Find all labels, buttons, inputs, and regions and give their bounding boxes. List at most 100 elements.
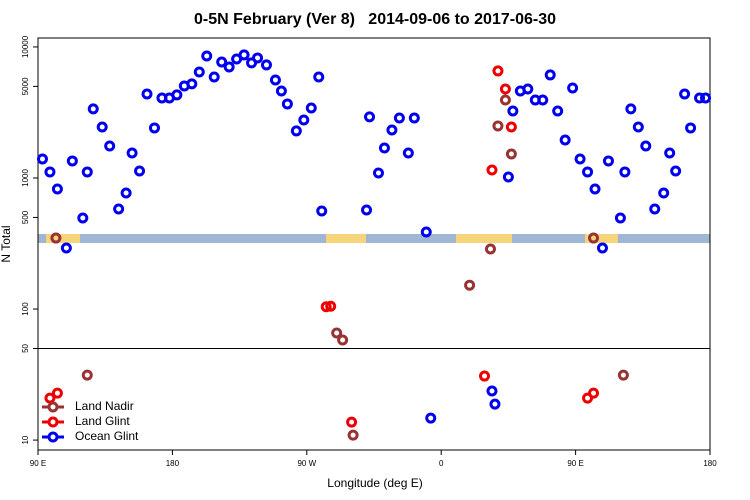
chart-title: 0-5N February (Ver 8) 2014-09-06 to 2017… — [194, 11, 556, 28]
x-tick-label: 180 — [703, 459, 717, 468]
y-tick-label: 10000 — [21, 35, 30, 58]
point — [81, 369, 93, 381]
point — [640, 140, 652, 152]
point — [505, 148, 517, 160]
point — [625, 103, 637, 115]
y-axis-label: N Total — [0, 225, 13, 262]
point — [420, 226, 432, 238]
point — [589, 183, 601, 195]
point — [596, 242, 608, 254]
point — [337, 334, 349, 346]
point — [486, 164, 498, 176]
point — [499, 83, 511, 95]
legend-marker — [47, 416, 59, 428]
point — [408, 112, 420, 124]
point — [87, 103, 99, 115]
point — [141, 88, 153, 100]
point — [694, 92, 706, 104]
point — [331, 327, 343, 339]
point — [51, 387, 63, 399]
point — [588, 387, 600, 399]
point — [679, 88, 691, 100]
point — [316, 205, 328, 217]
y-tick-label: 5000 — [21, 77, 30, 95]
y-tick-label: 100 — [21, 302, 30, 316]
point — [649, 203, 661, 215]
point — [559, 134, 571, 146]
point — [44, 392, 56, 404]
legend-marker — [47, 431, 59, 443]
point — [632, 121, 644, 133]
point — [544, 69, 556, 81]
point — [298, 114, 310, 126]
y-tick-label: 500 — [21, 210, 30, 224]
point — [492, 120, 504, 132]
point — [486, 385, 498, 397]
point — [51, 183, 63, 195]
point — [325, 300, 337, 312]
point — [582, 166, 594, 178]
point — [126, 147, 138, 159]
point — [658, 187, 670, 199]
x-axis-label: Longitude (deg E) — [327, 476, 422, 490]
point — [502, 171, 514, 183]
point — [505, 121, 517, 133]
point — [275, 85, 287, 97]
x-tick-label: 90 W — [297, 459, 316, 468]
point — [81, 166, 93, 178]
point — [104, 140, 116, 152]
x-tick-label: 180 — [166, 459, 180, 468]
point — [499, 94, 511, 106]
point — [238, 49, 250, 61]
x-tick-label: 0 — [439, 459, 444, 468]
point — [386, 124, 398, 136]
point — [670, 165, 682, 177]
point — [484, 243, 496, 255]
point — [77, 212, 89, 224]
point — [171, 89, 183, 101]
point — [664, 147, 676, 159]
point — [201, 50, 213, 62]
point — [614, 212, 626, 224]
point — [393, 112, 405, 124]
y-tick-label: 10 — [21, 435, 30, 444]
point — [216, 56, 228, 68]
point — [537, 94, 549, 106]
point — [522, 83, 534, 95]
point — [36, 153, 48, 165]
legend-label: Ocean Glint — [75, 429, 139, 443]
point — [364, 111, 376, 123]
point — [464, 279, 476, 291]
point — [50, 232, 62, 244]
point — [700, 92, 712, 104]
point — [552, 105, 564, 117]
point — [378, 142, 390, 154]
point — [588, 232, 600, 244]
point — [208, 71, 220, 83]
point — [252, 52, 264, 64]
point — [372, 167, 384, 179]
point — [567, 82, 579, 94]
legend-label: Land Nadir — [75, 399, 134, 413]
point — [260, 59, 272, 71]
plot-frame — [37, 37, 711, 451]
point — [290, 125, 302, 137]
legend-marker — [47, 401, 59, 413]
point — [113, 203, 125, 215]
surface-strip — [38, 234, 710, 243]
point — [44, 166, 56, 178]
x-tick-label: 90 E — [30, 459, 46, 468]
point — [305, 102, 317, 114]
point — [489, 398, 501, 410]
x-tick-label: 90 E — [567, 459, 583, 468]
point — [361, 204, 373, 216]
point — [281, 98, 293, 110]
point — [193, 66, 205, 78]
point — [425, 412, 437, 424]
point — [320, 301, 332, 313]
point — [507, 105, 519, 117]
point — [479, 370, 491, 382]
point — [346, 416, 358, 428]
point — [60, 242, 72, 254]
